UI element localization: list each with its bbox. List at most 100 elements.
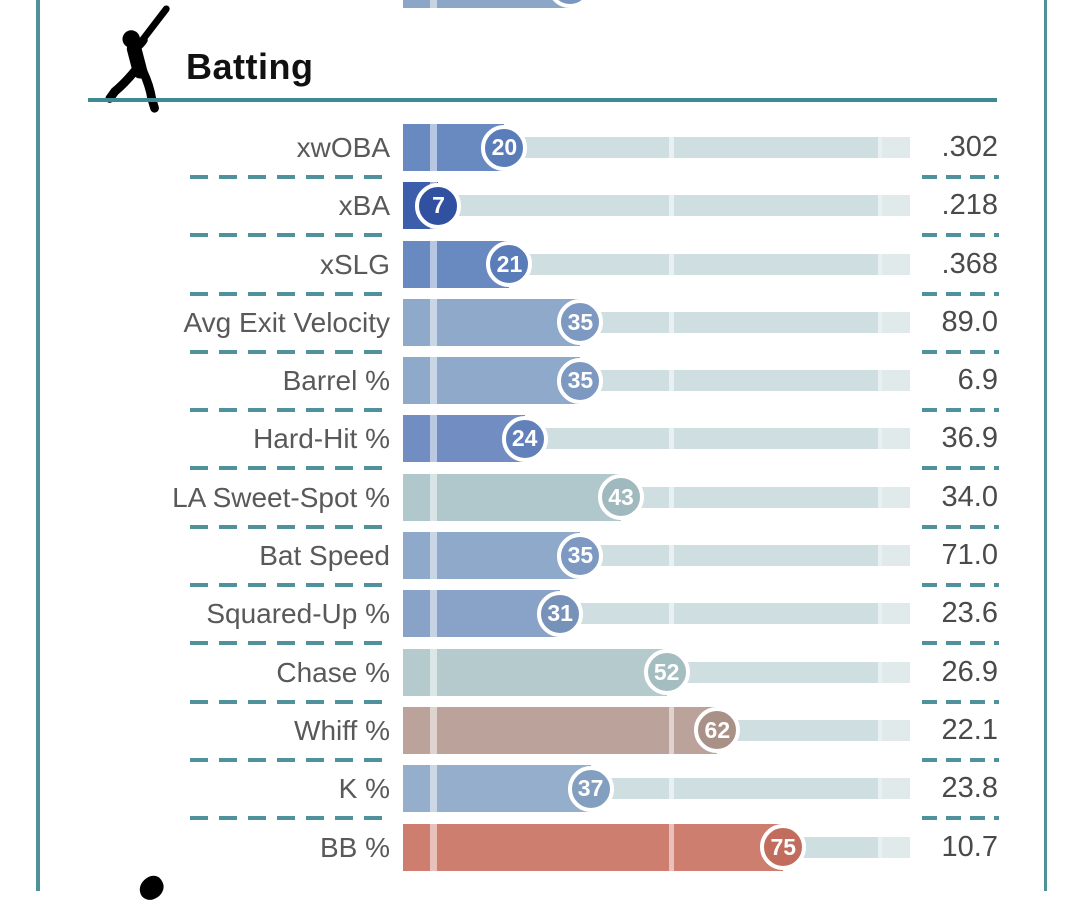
percentile-track: 43 (403, 473, 910, 521)
stat-label: xSLG (319, 248, 390, 280)
percentile-number: 35 (567, 542, 594, 569)
stat-row: BB % 75 10.7 (0, 823, 1079, 882)
row-separator-dash-label (190, 466, 393, 471)
stat-label: xBA (338, 190, 390, 222)
percentile-badge: 43 (598, 474, 644, 521)
track-tick (669, 298, 675, 346)
row-separator-dash-label (190, 699, 393, 704)
track-tick (877, 357, 882, 405)
percentile-track: 35 (403, 357, 910, 405)
row-separator-dash-value (922, 466, 999, 471)
percentile-track: 24 (403, 415, 910, 463)
stat-label: BB % (319, 831, 390, 863)
percentile-badge: 20 (481, 124, 528, 171)
track-end-light (881, 124, 910, 171)
stat-row: Hard-Hit % 24 36.9 (0, 415, 1079, 473)
track-tick (669, 706, 675, 754)
percentile-number: 35 (567, 308, 594, 335)
track-tick (429, 532, 437, 580)
percentile-badge: 21 (486, 241, 533, 288)
row-separator-dash-label (190, 408, 393, 413)
row-separator-dash-value (922, 291, 999, 296)
percentile-badge: 35 (557, 299, 604, 346)
track-tick (877, 532, 882, 580)
stat-label: Squared-Up % (206, 598, 390, 630)
track-tick (429, 240, 437, 288)
percentile-badge: 35 (557, 532, 604, 579)
percentile-track: 31 (403, 590, 910, 638)
stat-value: 36.9 (941, 422, 998, 455)
row-separator-dash-value (922, 816, 999, 821)
stat-value: 6.9 (957, 364, 998, 397)
track-tick (429, 124, 437, 171)
percentile-badge: 24 (501, 415, 548, 462)
row-separator-dash-value (922, 408, 999, 413)
track-tick (669, 415, 675, 463)
section-title-underline (88, 98, 997, 102)
stat-row: Whiff % 62 22.1 (0, 706, 1079, 765)
stat-value: 26.9 (941, 655, 998, 688)
percentile-number: 52 (653, 658, 680, 685)
track-end-light (881, 415, 910, 463)
percentile-track: 35 (403, 532, 910, 580)
row-separator-dash-value (922, 641, 999, 646)
stat-value: 89.0 (941, 305, 998, 338)
row-separator-dash-label (190, 175, 393, 179)
track-end-light (881, 648, 910, 696)
track-tick (429, 706, 437, 754)
stat-value: 22.1 (941, 713, 998, 746)
track-tick (429, 823, 437, 871)
percentile-number: 24 (511, 425, 538, 452)
stat-row: xBA 7 .218 (0, 182, 1079, 240)
stat-row: xwOBA 20 .302 (0, 124, 1079, 182)
track-tick (429, 590, 437, 638)
stat-label: K % (338, 773, 390, 805)
stat-value: .218 (941, 189, 998, 222)
track-strip (403, 195, 910, 217)
row-separator-dash-value (922, 524, 999, 529)
percentile-badge: 52 (643, 649, 690, 696)
previous-section-partial-row (403, 0, 910, 8)
percentile-badge: 62 (694, 707, 741, 754)
track-tick (669, 240, 675, 288)
track-tick (429, 0, 437, 8)
track-tick (669, 532, 675, 580)
stat-label: Barrel % (282, 365, 390, 397)
row-separator-dash-label (190, 524, 393, 529)
stat-row: Squared-Up % 31 23.6 (0, 590, 1079, 648)
percentile-badge: 31 (537, 590, 584, 637)
track-tick (669, 765, 675, 813)
percentile-fill (403, 648, 667, 696)
percentile-rows: xwOBA 20 .302 xBA 7 .21 (0, 124, 1079, 882)
track-tick (877, 182, 882, 230)
track-tick (877, 648, 882, 696)
card-border-left (36, 0, 40, 891)
stat-label: LA Sweet-Spot % (172, 481, 390, 513)
stat-label: Chase % (276, 656, 390, 688)
percentile-fill (403, 706, 718, 754)
row-separator-dash-label (190, 349, 393, 354)
percentile-badge: 7 (415, 182, 462, 229)
stat-label: Whiff % (294, 714, 390, 746)
stat-value: .368 (941, 247, 998, 280)
stat-row: Barrel % 35 6.9 (0, 357, 1079, 415)
percentile-number: 75 (770, 833, 797, 860)
stat-label: Avg Exit Velocity (183, 306, 390, 338)
row-separator-dash-label (190, 816, 393, 821)
stat-row: Chase % 52 26.9 (0, 648, 1079, 707)
row-separator-dash-label (190, 757, 393, 762)
percentile-number: 7 (432, 192, 445, 219)
stat-label: xwOBA (296, 132, 390, 163)
track-tick (669, 823, 675, 871)
track-tick (429, 357, 437, 405)
row-separator-dash-value (922, 233, 999, 238)
track-tick (429, 473, 437, 521)
percentile-number: 35 (567, 367, 594, 394)
stat-row: Bat Speed 35 71.0 (0, 532, 1079, 590)
track-tick (877, 240, 882, 288)
row-separator-dash-label (190, 291, 393, 296)
percentile-number: 37 (577, 775, 604, 802)
section-title: Batting (186, 46, 314, 87)
track-tick (429, 415, 437, 463)
row-separator-dash-value (922, 175, 999, 179)
